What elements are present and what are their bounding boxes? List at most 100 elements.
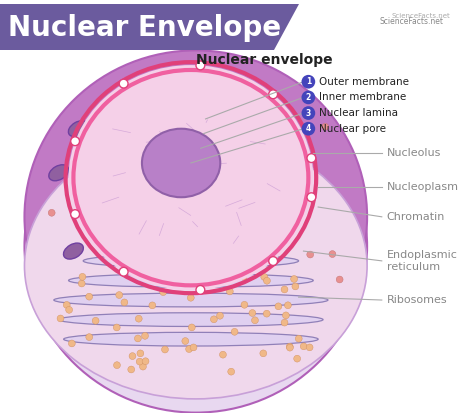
Circle shape — [283, 312, 289, 319]
Text: ScienceFacts.net: ScienceFacts.net — [379, 17, 443, 25]
Text: 3: 3 — [306, 108, 311, 118]
Ellipse shape — [118, 101, 137, 117]
Circle shape — [301, 122, 315, 136]
Text: Chromatin: Chromatin — [387, 212, 445, 222]
Circle shape — [217, 276, 223, 283]
Circle shape — [113, 324, 120, 331]
Circle shape — [142, 332, 148, 339]
Ellipse shape — [69, 274, 313, 287]
Circle shape — [92, 317, 99, 324]
Circle shape — [284, 302, 292, 309]
Polygon shape — [274, 5, 299, 50]
Circle shape — [292, 283, 299, 290]
Ellipse shape — [108, 248, 264, 260]
Circle shape — [116, 291, 123, 299]
Ellipse shape — [96, 266, 276, 278]
Circle shape — [187, 294, 194, 301]
Circle shape — [281, 319, 288, 326]
Circle shape — [210, 316, 217, 323]
Circle shape — [217, 312, 223, 319]
Text: Nuclear pore: Nuclear pore — [319, 124, 386, 134]
Circle shape — [228, 368, 235, 375]
Text: 1: 1 — [306, 77, 311, 86]
Circle shape — [188, 324, 195, 331]
Circle shape — [301, 106, 315, 120]
Ellipse shape — [49, 165, 69, 181]
Circle shape — [264, 277, 270, 284]
Circle shape — [57, 315, 64, 322]
Circle shape — [307, 154, 316, 163]
Circle shape — [300, 343, 307, 350]
Circle shape — [260, 350, 267, 357]
Circle shape — [129, 353, 136, 359]
Circle shape — [136, 358, 143, 365]
Circle shape — [269, 256, 278, 266]
Text: 2: 2 — [306, 93, 311, 102]
Circle shape — [275, 303, 282, 310]
Circle shape — [64, 301, 70, 308]
Circle shape — [269, 90, 278, 99]
Circle shape — [137, 350, 144, 357]
Ellipse shape — [83, 209, 103, 225]
Text: 4: 4 — [306, 124, 311, 133]
Ellipse shape — [108, 319, 264, 330]
Circle shape — [294, 355, 301, 362]
Circle shape — [86, 334, 93, 341]
Circle shape — [286, 344, 293, 351]
Circle shape — [68, 340, 75, 347]
Circle shape — [78, 280, 85, 287]
Circle shape — [249, 309, 256, 317]
Ellipse shape — [54, 293, 328, 307]
Circle shape — [121, 299, 128, 306]
Circle shape — [322, 123, 328, 130]
Circle shape — [219, 351, 227, 358]
Circle shape — [186, 346, 192, 352]
Circle shape — [307, 193, 316, 201]
Ellipse shape — [83, 254, 299, 268]
Circle shape — [286, 343, 293, 350]
Circle shape — [227, 288, 233, 295]
Circle shape — [119, 79, 128, 88]
Circle shape — [149, 302, 156, 309]
Circle shape — [190, 344, 197, 351]
Ellipse shape — [59, 313, 323, 327]
Ellipse shape — [69, 65, 313, 290]
Circle shape — [66, 306, 73, 313]
Circle shape — [119, 267, 128, 276]
Circle shape — [142, 358, 149, 364]
Text: ScienceFacts.net: ScienceFacts.net — [392, 13, 450, 19]
Circle shape — [301, 75, 315, 88]
Text: Inner membrane: Inner membrane — [319, 93, 406, 103]
Ellipse shape — [68, 121, 88, 137]
Circle shape — [114, 362, 120, 369]
Circle shape — [79, 274, 86, 280]
Circle shape — [71, 137, 80, 146]
Text: Nucleolus: Nucleolus — [387, 148, 441, 158]
Circle shape — [182, 338, 189, 344]
Ellipse shape — [142, 129, 220, 197]
Text: Nuclear lamina: Nuclear lamina — [319, 108, 398, 118]
Ellipse shape — [96, 301, 276, 313]
Circle shape — [241, 301, 248, 308]
Ellipse shape — [84, 284, 288, 295]
Circle shape — [307, 251, 314, 258]
FancyBboxPatch shape — [0, 5, 274, 50]
Circle shape — [162, 346, 168, 353]
Circle shape — [86, 293, 92, 300]
Circle shape — [160, 289, 167, 296]
Circle shape — [148, 265, 155, 272]
Ellipse shape — [25, 133, 367, 399]
Circle shape — [264, 310, 270, 317]
Circle shape — [135, 335, 141, 342]
Text: Ribosomes: Ribosomes — [387, 295, 447, 305]
Text: Nuclear Envelope: Nuclear Envelope — [8, 14, 281, 42]
Ellipse shape — [25, 80, 367, 412]
Circle shape — [231, 328, 238, 335]
Circle shape — [301, 90, 315, 104]
Circle shape — [196, 61, 205, 70]
Circle shape — [240, 274, 247, 280]
Text: Nucleoplasm: Nucleoplasm — [387, 183, 459, 193]
Circle shape — [329, 251, 336, 257]
Text: Endoplasmic
reticulum: Endoplasmic reticulum — [387, 250, 457, 271]
Text: Nuclear envelope: Nuclear envelope — [196, 53, 333, 67]
